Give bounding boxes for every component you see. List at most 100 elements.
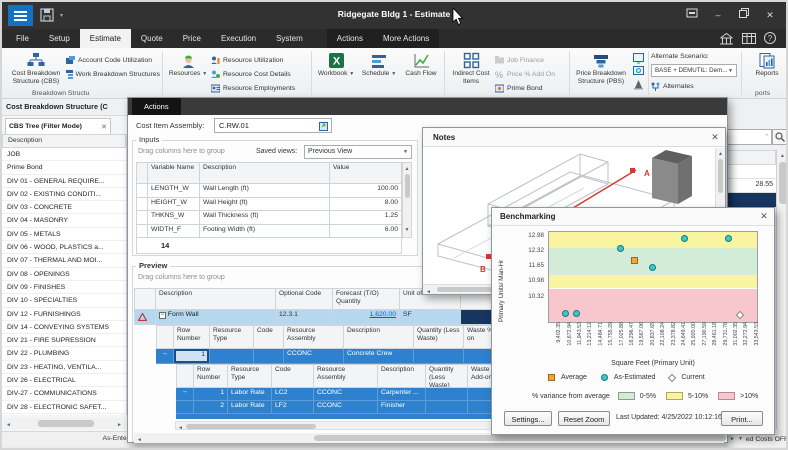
inputs-table-row[interactable]: HEIGHT_W Wall Height (ft) 8.00 [136,197,402,211]
inputs-table-row[interactable]: WIDTH_F Footing Width (ft) 6.00 [136,224,402,238]
ribbon-button-cbs[interactable]: Cost Breakdown Structure (CBS) [6,49,66,85]
point-b-marker[interactable] [486,254,491,259]
ribbon-button-wbs[interactable]: Work Breakdown Structures [66,67,160,81]
scrollbar-thumb[interactable] [38,420,94,427]
cbs-tree-item[interactable]: DIV-27 - COMMUNICATIONS [2,387,126,401]
cbs-tree-item[interactable]: DIV 04 - MASONRY [2,214,126,228]
point-average[interactable] [631,257,639,265]
tab-file[interactable]: File [16,34,29,43]
cbs-tree-item[interactable]: JOB [2,148,126,162]
tab-more-actions[interactable]: More Actions [383,34,430,43]
col-code[interactable]: Code [272,364,314,388]
description-cell[interactable]: Footing Width (ft) [200,224,330,238]
col-forecast-quantity[interactable]: Forecast (T/O) Quantity [333,288,400,310]
inputs-table-row[interactable]: LENGTH_W Wall Length (ft) 100.00 [136,184,402,198]
col-description[interactable]: Description [344,325,414,349]
scroll-down-arrow[interactable]: ▼ [404,227,410,233]
description-cell[interactable]: Concrete Crew [344,349,414,364]
col-description[interactable]: Description [156,288,276,310]
cbs-tree-tab[interactable]: CBS Tree (Filter Mode) ✕ [5,118,111,134]
cbs-tree-item[interactable]: Prime Bond [2,161,126,175]
quantity-cell[interactable] [426,388,468,401]
cone-icon[interactable] [633,79,644,90]
grid-view-icon[interactable] [742,33,756,44]
scrollbar-thumb[interactable] [186,423,316,429]
saved-views-select[interactable]: Previous View ▼ [304,144,412,159]
description-cell[interactable]: Wall Length (ft) [200,184,330,198]
ribbon-button-resource-cost-details[interactable]: Resource Cost Details [211,67,309,81]
parent-forecast-quantity-link[interactable]: 1,620.00 [333,310,400,325]
minimize-button[interactable]: – [715,10,721,20]
assembly-lookup-icon[interactable] [319,121,329,131]
tab-system[interactable]: System [276,34,303,43]
code-cell[interactable]: LC2 [272,388,314,401]
cbs-tree-item[interactable]: DIV 03 - CONCRETE [2,201,126,215]
resource-assembly-cell[interactable]: CCONC [314,401,378,414]
bank-icon[interactable] [719,32,734,45]
row-number-cell[interactable]: 1 [194,388,228,401]
resource-assembly-cell[interactable]: CCONC [314,388,378,401]
restore-button[interactable] [736,8,752,22]
search-button[interactable] [772,129,786,145]
scroll-up-arrow[interactable]: ▲ [718,151,723,157]
scroll-left-arrow[interactable]: ◄ [137,436,142,443]
col-value[interactable]: Value [330,162,402,184]
parent-optional-code[interactable]: 12.3.1 [276,310,333,325]
resource-assembly-cell[interactable]: CCONC [284,349,344,364]
cbs-tree-item[interactable]: DIV 01 - GENERAL REQUIRE... [2,174,126,188]
quick-access-caret[interactable]: ▾ [60,13,64,19]
scroll-down-arrow[interactable]: ▼ [737,436,743,442]
ribbon-button-workbook[interactable]: X Workbook ▼ [314,49,358,78]
value-cell[interactable]: 1.25 [330,211,402,225]
point-as-estimated[interactable] [648,263,656,271]
scroll-up-arrow[interactable]: ▲ [780,153,785,159]
row-number-cell[interactable]: 2 [194,401,228,414]
cbs-tree-item[interactable]: DIV 23 - HEATING, VENTILA... [2,360,126,375]
tab-execution[interactable]: Execution [220,34,257,43]
scroll-right-arrow[interactable]: ► [730,436,735,442]
variable-name-cell[interactable]: WIDTH_F [148,224,200,238]
col-description[interactable]: Description [378,364,426,388]
ribbon-button-cash-flow[interactable]: Cash Flow [400,49,442,78]
close-icon[interactable]: ✕ [711,132,719,142]
close-icon[interactable]: ✕ [101,123,107,131]
description-cell[interactable]: Carpenter ... [378,388,426,401]
cbs-tree-item[interactable]: DIV 22 - PLUMBING [2,347,126,361]
save-icon[interactable] [40,8,54,22]
benchmarking-title-bar[interactable]: Benchmarking ✕ [492,208,774,226]
cbs-tree-item[interactable]: DIV 02 - EXISTING CONDITI... [2,187,126,202]
ribbon-button-resources[interactable]: Resources ▼ [165,49,211,78]
resource-type-cell[interactable]: Labor Rate [228,388,272,401]
notes-title-bar[interactable]: Notes ✕ [423,128,725,147]
description-cell[interactable]: Wall Height (ft) [200,197,330,211]
ribbon-button-reports[interactable]: Reports [744,49,786,78]
quantity-cell[interactable] [414,349,464,364]
scrollbar-thumb[interactable] [717,159,723,193]
ribbon-button-price-add-on[interactable]: % Price % Add On [495,67,567,81]
tab-estimate[interactable]: Estimate [79,29,131,48]
cbs-tree-item[interactable]: DIV 07 - THERMAL AND MOI... [2,254,126,268]
actions-tab[interactable]: Actions [132,98,181,115]
ribbon-button-job-finance[interactable]: Job Finance [495,53,567,67]
tab-quote[interactable]: Quote [140,34,163,43]
col-description[interactable]: Description [200,162,330,184]
cbs-tree-item[interactable]: DIV 12 - FURNISHINGS [2,307,126,321]
collapse-icon[interactable]: − [159,312,166,319]
scroll-left-arrow[interactable]: ◄ [6,422,11,428]
scrollbar-thumb[interactable] [314,434,726,441]
col-code[interactable]: Code [254,325,284,349]
feedback-icon[interactable] [684,8,700,22]
cbs-tree-item[interactable]: DIV 28 - ELECTRONIC SAFET... [2,400,126,414]
inputs-vertical-scrollbar[interactable]: ▲ ▼ [402,162,412,238]
code-cell[interactable]: LF2 [272,401,314,414]
point-as-estimated[interactable] [681,235,689,242]
alternate-scenario-select[interactable]: BASE + DEMUTIL: Dem... ▼ [651,64,737,77]
col-quantity[interactable]: Quantity (Less Waste) [414,325,464,349]
point-as-estimated[interactable] [573,310,581,318]
cbs-column-header[interactable]: Description [2,134,126,148]
scrollbar-thumb[interactable] [404,174,410,198]
variable-name-cell[interactable]: HEIGHT_W [148,197,200,211]
benchmark-plot-area[interactable] [548,231,758,323]
point-a-marker[interactable] [630,168,635,173]
scroll-right-arrow[interactable]: ► [117,422,122,428]
